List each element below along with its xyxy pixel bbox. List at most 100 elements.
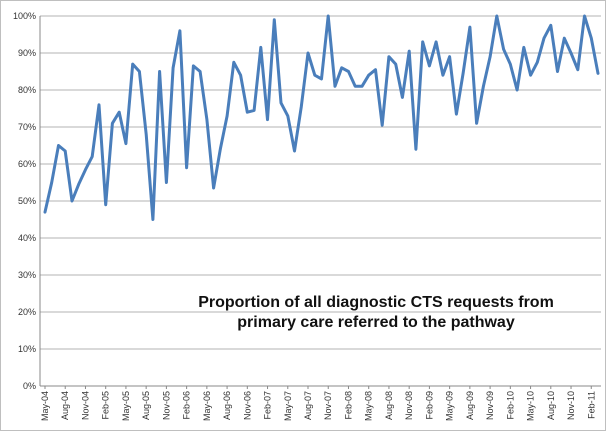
x-tick-label: Aug-04 (60, 391, 70, 420)
data-point (232, 61, 236, 64)
data-point (428, 64, 431, 68)
data-point (522, 46, 526, 49)
y-tick-label: 100% (13, 11, 36, 21)
x-tick-label: Nov-04 (80, 391, 90, 420)
data-point (347, 70, 350, 73)
data-point (77, 183, 80, 186)
data-point (91, 155, 94, 158)
data-point (515, 88, 519, 92)
data-point (468, 25, 472, 29)
data-point (360, 85, 364, 88)
data-point (461, 72, 465, 75)
data-point (327, 14, 330, 18)
data-point (252, 109, 256, 112)
data-point (57, 144, 60, 147)
data-point (590, 37, 593, 40)
x-tick-label: Aug-07 (303, 391, 313, 420)
data-point (171, 66, 175, 70)
data-point (495, 14, 499, 18)
x-tick-label: Nov-06 (242, 391, 252, 420)
data-point (266, 118, 269, 121)
x-tick-label: Feb-08 (343, 391, 353, 420)
y-tick-label: 80% (18, 85, 36, 95)
data-point (192, 64, 195, 68)
x-tick-label: Nov-05 (161, 391, 171, 420)
data-point (70, 199, 74, 203)
data-point (549, 24, 552, 27)
data-point (111, 122, 114, 125)
y-tick-label: 90% (18, 48, 36, 58)
data-point (151, 218, 155, 221)
y-tick-label: 50% (18, 196, 36, 206)
data-point (374, 68, 377, 71)
data-point (569, 51, 573, 55)
data-point (84, 168, 87, 171)
data-point (563, 37, 566, 40)
data-point (124, 142, 128, 145)
data-point (50, 181, 53, 184)
x-tick-label: May-04 (40, 391, 50, 421)
x-tick-label: Aug-06 (222, 391, 232, 420)
data-point (306, 51, 310, 55)
gridlines (39, 15, 601, 387)
data-point (165, 181, 168, 184)
y-tick-label: 70% (18, 122, 36, 132)
data-point (198, 70, 202, 73)
data-point (340, 66, 343, 70)
data-point (320, 77, 323, 81)
data-point (583, 14, 586, 18)
data-point (293, 149, 296, 153)
x-tick-label: Aug-05 (141, 391, 151, 420)
data-point (536, 61, 539, 64)
data-point (259, 46, 263, 49)
x-tick-label: May-10 (526, 391, 536, 421)
data-point (333, 85, 337, 88)
data-point (596, 72, 600, 75)
data-point (407, 49, 411, 53)
y-tick-label: 10% (18, 344, 36, 354)
x-tick-label: May-08 (364, 391, 374, 421)
data-point (475, 122, 478, 125)
series-line (43, 14, 600, 221)
x-tick-label: Feb-10 (505, 391, 515, 420)
data-point (367, 74, 370, 77)
data-point (239, 74, 242, 77)
x-tick-label: Nov-07 (323, 391, 333, 420)
x-tick-label: Feb-09 (424, 391, 434, 420)
y-tick-label: 60% (18, 159, 36, 169)
data-point (455, 112, 458, 116)
x-tick-label: Nov-09 (485, 391, 495, 420)
data-point (185, 166, 188, 169)
data-point (488, 55, 492, 58)
data-point (212, 186, 215, 190)
x-tick-label: May-06 (202, 391, 212, 421)
data-point (421, 40, 424, 44)
data-point (542, 37, 546, 40)
x-tick-label: Aug-09 (465, 391, 475, 420)
x-tick-label: Feb-06 (182, 391, 192, 420)
data-point (286, 114, 289, 118)
x-tick-label: May-07 (283, 391, 293, 421)
annotation-line-2: primary care referred to the pathway (237, 314, 515, 331)
x-tick-label: May-09 (445, 391, 455, 421)
data-point (502, 48, 505, 51)
data-point (380, 123, 384, 127)
data-point (529, 74, 532, 77)
x-tick-label: Nov-10 (566, 391, 576, 420)
data-point (354, 85, 357, 88)
data-point (313, 74, 316, 77)
annotation-line-1: Proportion of all diagnostic CTS request… (198, 294, 554, 311)
data-point (394, 62, 397, 66)
data-point (64, 149, 67, 153)
data-point (509, 62, 512, 66)
data-point (138, 70, 141, 73)
data-point (401, 96, 404, 99)
data-point (246, 111, 249, 114)
data-point (434, 40, 438, 44)
data-point (131, 62, 134, 66)
y-tick-label: 40% (18, 233, 36, 243)
data-point (273, 18, 276, 21)
data-point (576, 68, 579, 71)
